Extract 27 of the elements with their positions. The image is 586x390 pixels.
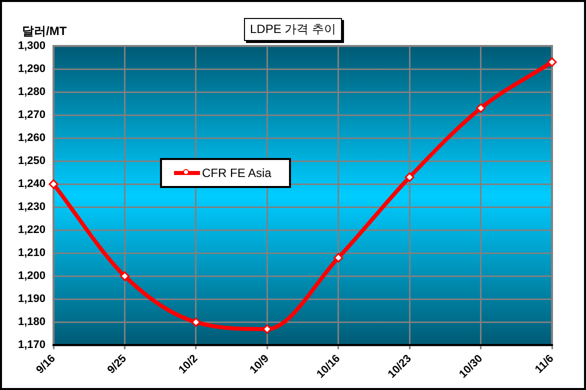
y-tick-label: 1,180 — [18, 316, 46, 328]
y-tick-label: 1,190 — [18, 293, 46, 306]
y-tick-label: 1,300 — [18, 40, 46, 52]
y-tick-label: 1,250 — [18, 155, 46, 168]
point — [334, 252, 344, 262]
y-tick-label: 1,290 — [18, 63, 46, 76]
y-tick-label: 1,170 — [18, 339, 46, 352]
y-tick-label: 1,240 — [18, 178, 46, 190]
y-tick-label: 1,200 — [18, 270, 46, 282]
y-tick-label: 1,260 — [18, 132, 46, 144]
y-tick-label: 1,220 — [18, 224, 46, 236]
point — [404, 172, 414, 182]
y-tick-label: 1,270 — [18, 109, 46, 122]
y-axis-title: 달러/MT — [22, 23, 67, 40]
y-tick-label: 1,230 — [18, 201, 46, 214]
point — [262, 324, 272, 334]
legend-label: CFR FE Asia — [202, 166, 272, 180]
point — [191, 317, 201, 327]
x-tick-label: 10/9 — [248, 352, 272, 376]
chart-title: LDPE 가격 추이 — [244, 18, 342, 41]
y-tick-label: 1,280 — [18, 86, 46, 98]
point — [547, 57, 557, 67]
y-tick-label: 1,210 — [18, 247, 46, 260]
point — [48, 179, 58, 189]
point — [120, 271, 130, 281]
x-tick-label: 9/16 — [34, 352, 58, 376]
point — [476, 103, 486, 113]
